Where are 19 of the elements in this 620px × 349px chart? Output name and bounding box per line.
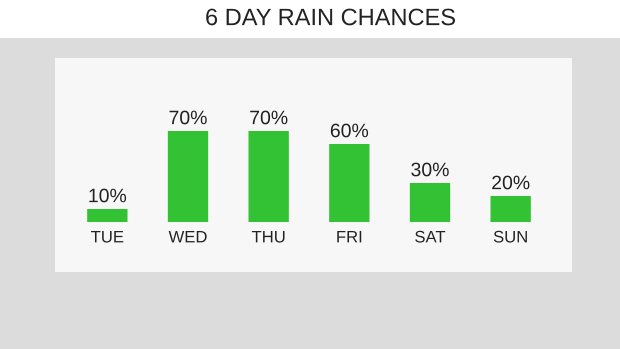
data-label: 10% — [89, 188, 126, 202]
bar — [87, 208, 128, 222]
data-label: 30% — [411, 162, 449, 176]
bar — [410, 182, 450, 222]
bar — [248, 130, 289, 222]
bar — [329, 144, 370, 222]
data-label: 20% — [492, 176, 530, 190]
x-tick-label: TUE — [91, 230, 124, 243]
chart-title: 6 DAY RAIN CHANCES — [206, 8, 455, 26]
x-tick-label: THU — [252, 230, 285, 243]
data-label: 70% — [250, 110, 288, 124]
bar — [168, 130, 208, 222]
data-label: 70% — [170, 110, 207, 124]
data-label: 60% — [330, 124, 368, 138]
bar — [490, 196, 531, 222]
x-tick-label: SUN — [494, 230, 527, 243]
x-tick-label: SAT — [415, 230, 446, 243]
x-tick-label: WED — [168, 230, 207, 242]
x-tick-label: FRI — [337, 230, 362, 242]
